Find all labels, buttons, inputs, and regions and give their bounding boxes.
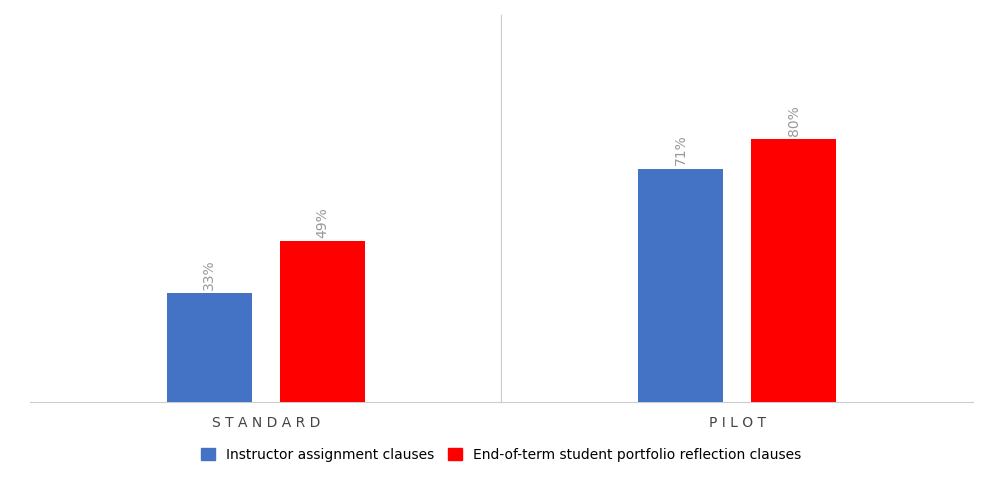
Bar (280, 241, 365, 402)
Text: 71%: 71% (673, 135, 687, 166)
Bar (750, 139, 836, 402)
Bar (637, 169, 722, 402)
Bar (166, 293, 252, 402)
Text: 33%: 33% (202, 259, 216, 290)
X-axis label: P I L O T: P I L O T (708, 416, 765, 430)
X-axis label: S T A N D A R D: S T A N D A R D (211, 416, 320, 430)
Text: 80%: 80% (786, 105, 800, 136)
Text: 49%: 49% (315, 207, 329, 238)
Legend: Instructor assignment clauses, End-of-term student portfolio reflection clauses: Instructor assignment clauses, End-of-te… (195, 442, 807, 468)
